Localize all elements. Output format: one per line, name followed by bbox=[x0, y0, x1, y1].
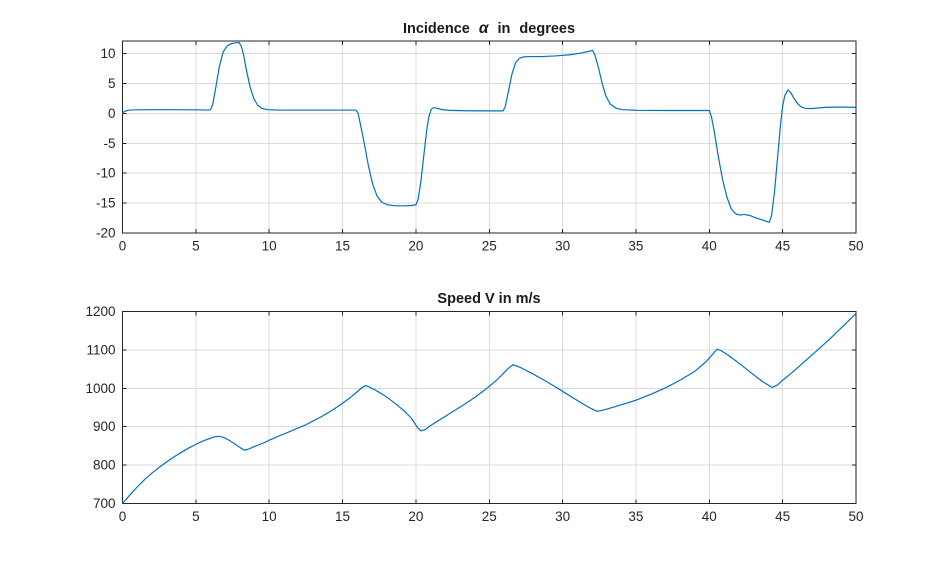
y-tick-label: 900 bbox=[93, 419, 116, 434]
x-tick-label: 30 bbox=[555, 239, 570, 254]
x-tick-label: 30 bbox=[555, 509, 570, 524]
y-tick-label: 0 bbox=[108, 106, 116, 121]
x-tick-label: 15 bbox=[335, 509, 350, 524]
tick-marks bbox=[122, 311, 857, 504]
x-tick-label: 50 bbox=[848, 239, 863, 254]
x-tick-label: 20 bbox=[408, 509, 423, 524]
x-tick-label: 5 bbox=[192, 509, 200, 524]
y-tick-label: 10 bbox=[100, 46, 115, 61]
bottom-title-text: Speed V in m/s bbox=[437, 291, 541, 307]
y-tick-label: -10 bbox=[96, 166, 116, 181]
x-tick-label: 10 bbox=[262, 509, 277, 524]
y-tick-label: -5 bbox=[103, 136, 115, 151]
y-tick-label: 800 bbox=[93, 458, 116, 473]
tick-labels: 0 5 10 15 20 25 30 35 40 45 50 700 800 900 1000 1100 120… bbox=[85, 304, 863, 524]
x-tick-label: 10 bbox=[262, 239, 277, 254]
x-tick-label: 20 bbox=[408, 239, 423, 254]
chart-1: 0 5 10 15 20 25 30 35 40 45 50 700 800 900 1000 1100 120… bbox=[85, 304, 863, 524]
y-tick-label: 700 bbox=[93, 496, 116, 511]
top-chart-title: Incidence α in degrees bbox=[122, 20, 856, 38]
x-tick-label: 40 bbox=[702, 239, 717, 254]
x-tick-label: 35 bbox=[628, 509, 643, 524]
x-tick-label: 40 bbox=[702, 509, 717, 524]
chart-0: 0 5 10 15 20 25 30 35 40 45 50 -20 -15 -10 -5 0 5 10 bbox=[96, 40, 864, 254]
tick-marks bbox=[122, 41, 857, 234]
x-tick-label: 15 bbox=[335, 239, 350, 254]
tick-labels: 0 5 10 15 20 25 30 35 40 45 50 -20 -15 -10 -5 0 5 10 bbox=[96, 46, 864, 253]
x-tick-label: 45 bbox=[775, 509, 790, 524]
y-tick-label: 1000 bbox=[85, 381, 115, 396]
data-line bbox=[122, 312, 857, 504]
x-tick-label: 0 bbox=[119, 239, 127, 254]
grid-lines bbox=[122, 41, 857, 234]
data-line bbox=[122, 41, 857, 223]
y-tick-label: -15 bbox=[96, 196, 116, 211]
x-tick-label: 25 bbox=[482, 239, 497, 254]
y-tick-label: 1200 bbox=[85, 304, 115, 319]
bottom-chart-title: Speed V in m/s bbox=[122, 291, 856, 307]
x-tick-label: 0 bbox=[119, 509, 127, 524]
x-tick-label: 5 bbox=[192, 239, 200, 254]
x-tick-label: 25 bbox=[482, 509, 497, 524]
x-tick-label: 35 bbox=[628, 239, 643, 254]
alpha-symbol: α bbox=[478, 20, 489, 37]
x-tick-label: 50 bbox=[848, 509, 863, 524]
grid-lines bbox=[122, 311, 857, 504]
y-tick-label: 1100 bbox=[86, 342, 115, 357]
y-tick-label: -20 bbox=[96, 226, 116, 241]
x-tick-label: 45 bbox=[775, 239, 790, 254]
y-tick-label: 5 bbox=[108, 76, 116, 91]
top-title-suffix: in degrees bbox=[497, 21, 576, 37]
top-title-prefix: Incidence bbox=[402, 21, 470, 37]
